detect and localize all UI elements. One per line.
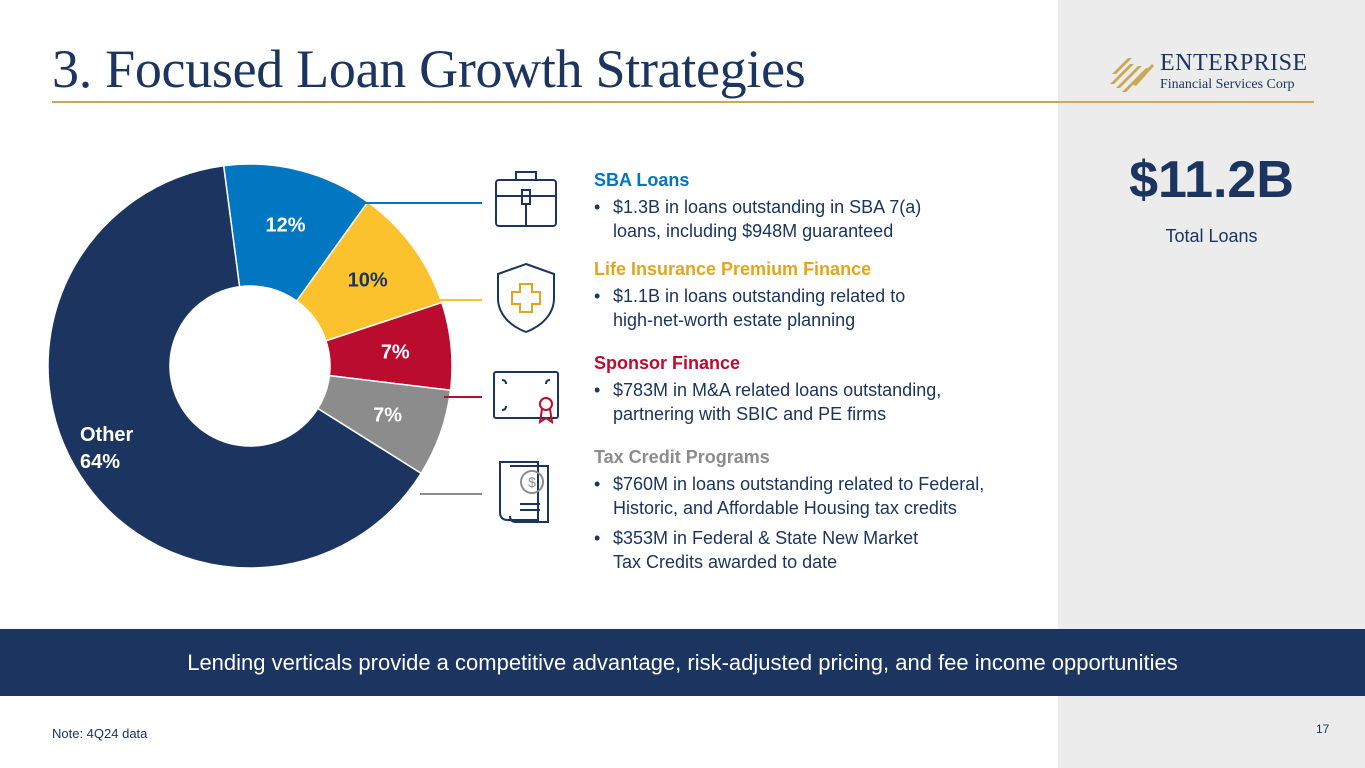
certificate-icon: [493, 371, 559, 425]
slice-label-4: Other 64%: [80, 424, 134, 473]
total-loans-label: Total Loans: [1165, 226, 1258, 246]
vertical-title: Sponsor Finance: [594, 353, 741, 373]
banner-text: Lending verticals provide a competitive …: [187, 650, 1178, 675]
shield-plus-icon: [497, 262, 555, 334]
svg-text:$: $: [528, 474, 536, 490]
logo-wordmark: ENTERPRISE: [1160, 50, 1308, 76]
bullet-item: $760M in loans outstanding related to Fe…: [594, 472, 1054, 520]
vertical-title: Life Insurance Premium Finance: [594, 259, 872, 279]
slice-label-0: 12%: [266, 214, 306, 236]
sba-loans-section: SBA Loans $1.3B in loans outstanding in …: [594, 170, 1054, 243]
tax-credit-section: Tax Credit Programs $760M in loans outst…: [594, 447, 1054, 574]
bullet-item: $1.1B in loans outstanding related to hi…: [594, 284, 1054, 332]
bullet-item: $353M in Federal & State New Market Tax …: [594, 526, 1054, 574]
slice-label-2: 7%: [381, 341, 410, 363]
bullet-line: high-net-worth estate planning: [613, 310, 856, 330]
slice-label-1: 10%: [348, 270, 388, 292]
bullet-line: $783M in M&A related loans outstanding,: [613, 380, 942, 400]
bullet-line: $1.3B in loans outstanding in SBA 7(a): [613, 197, 922, 217]
logo-mark-icon: [1110, 58, 1154, 92]
bullet-line: loans, including $948M guaranteed: [613, 221, 894, 241]
bottom-banner: [0, 629, 1365, 696]
briefcase-icon: [495, 171, 557, 227]
title-rule: [52, 101, 1314, 103]
total-loans-value: $11.2B: [1129, 151, 1294, 209]
vertical-title: Tax Credit Programs: [594, 447, 770, 467]
loan-mix-donut-chart: 12% 10% 7% 7% Other 64%: [47, 163, 453, 569]
page-number: 17: [1316, 722, 1330, 736]
bullet-line: partnering with SBIC and PE firms: [613, 404, 887, 424]
bullet-item: $1.3B in loans outstanding in SBA 7(a) l…: [594, 195, 1054, 243]
sponsor-finance-section: Sponsor Finance $783M in M&A related loa…: [594, 353, 1054, 426]
dollar-document-icon: $: [499, 461, 549, 523]
bullet-line: $353M in Federal & State New Market: [613, 528, 919, 548]
footnote: Note: 4Q24 data: [52, 726, 148, 741]
vertical-title: SBA Loans: [594, 170, 690, 190]
slice-label-3: 7%: [373, 405, 402, 427]
bullet-line: $1.1B in loans outstanding related to: [613, 286, 906, 306]
page-title: 3. Focused Loan Growth Strategies: [52, 39, 806, 99]
company-logo: ENTERPRISE Financial Services Corp: [1108, 50, 1318, 96]
donut-slice-4: [47, 164, 423, 569]
bullet-line: Historic, and Affordable Housing tax cre…: [613, 498, 957, 518]
bullet-line: Tax Credits awarded to date: [613, 552, 838, 572]
bullet-item: $783M in M&A related loans outstanding, …: [594, 378, 1054, 426]
bullet-line: $760M in loans outstanding related to Fe…: [613, 474, 985, 494]
life-insurance-section: Life Insurance Premium Finance $1.1B in …: [594, 259, 1054, 332]
logo-subtitle: Financial Services Corp: [1160, 77, 1295, 92]
